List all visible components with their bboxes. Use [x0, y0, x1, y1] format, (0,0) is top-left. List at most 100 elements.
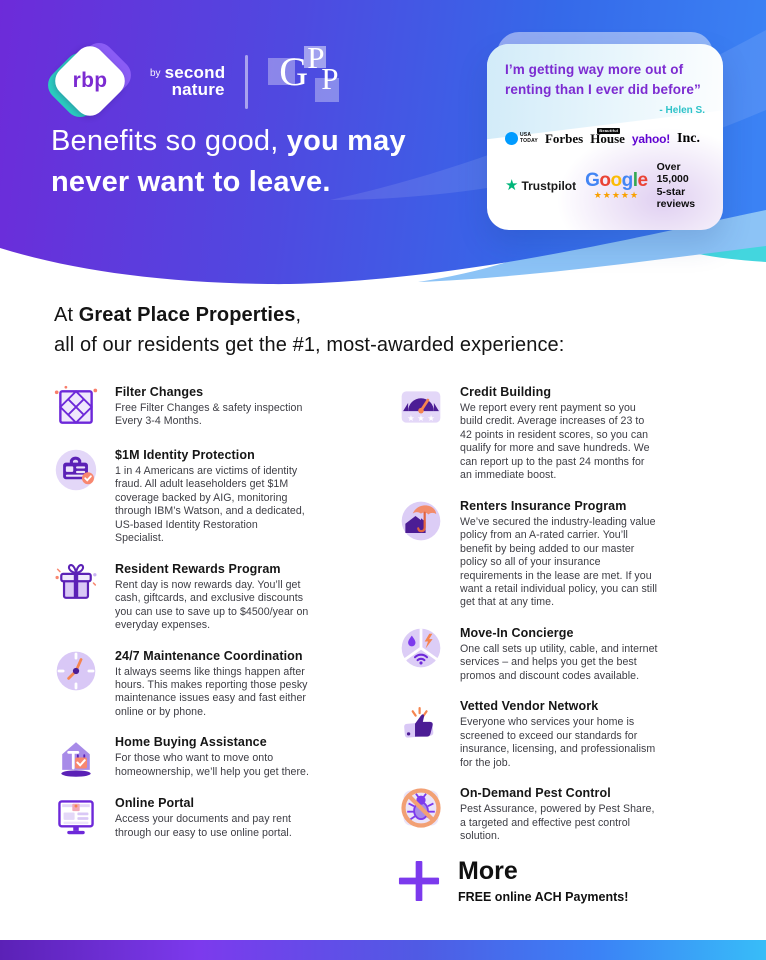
- google-letter: g: [621, 170, 634, 192]
- benefit-item-online-portal: Online Portal Access your documents and …: [53, 795, 363, 841]
- id-badge-icon: [53, 447, 99, 493]
- benefit-item-vendor-network: Vetted Vendor Network Everyone who servi…: [398, 698, 723, 770]
- inc-logo: Inc.: [677, 130, 700, 146]
- gift-icon: [53, 561, 99, 607]
- usa-today-circle-icon: [505, 132, 518, 145]
- google-letter: o: [599, 170, 611, 192]
- benefit-item-identity-protection: $1M Identity Protection 1 in 4 Americans…: [53, 447, 363, 546]
- testimonial-card: I’m getting way more out of renting than…: [487, 44, 723, 230]
- intro-heading: At Great Place Properties, all of our re…: [54, 300, 564, 360]
- gpp-logo: G P P: [268, 40, 352, 120]
- google-letter: l: [632, 170, 638, 192]
- benefit-description: Free Filter Changes & safety inspection …: [115, 402, 303, 428]
- intro-brand-name: Great Place Properties: [78, 304, 296, 326]
- benefit-title: On-Demand Pest Control: [460, 786, 611, 801]
- quote-line1: I’m getting way more out of: [505, 62, 684, 77]
- brand-word-nature: nature: [171, 80, 225, 99]
- google-letter: e: [637, 170, 649, 192]
- intro-comma: ,: [295, 304, 302, 326]
- rbp-logo-text: rbp: [72, 69, 108, 92]
- testimonial-attribution: - Helen S.: [659, 104, 705, 116]
- second-nature-wordmark: by second nature: [150, 63, 226, 99]
- gpp-square: [304, 46, 327, 68]
- google-letter: o: [610, 170, 623, 192]
- quote-line2: renting than I ever did before”: [505, 82, 701, 98]
- house-beautiful-text: House: [590, 130, 625, 146]
- more-benefits-section: More FREE online ACH Payments!: [398, 857, 723, 904]
- gauge-icon: ★ ★ ★: [398, 384, 444, 430]
- benefit-item-home-buying: Home Buying Assistance For those who wan…: [53, 734, 363, 780]
- usa-today-line1: USA: [520, 132, 532, 138]
- usa-today-line2: TODAY: [520, 137, 538, 144]
- benefit-title: Online Portal: [115, 796, 195, 811]
- intro-line2: all of our residents get the #1, most-aw…: [54, 334, 565, 356]
- thumbs-up-icon: [398, 698, 444, 744]
- google-stars: ★★★★★: [593, 190, 640, 201]
- clock-icon: [53, 648, 99, 694]
- yahoo-logo: yahoo!: [631, 131, 671, 146]
- by-label: by: [150, 68, 161, 80]
- utilities-icon: [398, 625, 444, 671]
- umbrella-icon: [398, 498, 444, 544]
- benefit-description: We’ve secured the industry-leading value…: [460, 515, 658, 609]
- benefit-item-pest-control: On-Demand Pest Control Pest Assurance, p…: [398, 785, 723, 843]
- benefit-description: We report every rent payment so you buil…: [460, 402, 650, 482]
- benefit-description: For those who want to move onto homeowne…: [115, 752, 309, 778]
- benefit-title: Renters Insurance Program: [460, 498, 627, 513]
- benefit-item-renters-insurance: Renters Insurance Program We’ve secured …: [398, 498, 723, 610]
- benefit-title: Move-In Concierge: [460, 625, 574, 640]
- benefit-description: One call sets up utility, cable, and int…: [460, 642, 658, 682]
- headline-regular: Benefits so good,: [51, 125, 287, 157]
- headline-bold-inline: you may: [286, 125, 406, 157]
- house-beautiful-logo: Beautiful House: [590, 127, 625, 147]
- gpp-letter-p1: P: [307, 40, 325, 75]
- trustpilot-star-icon: ★: [505, 177, 519, 195]
- intro-prefix: At: [54, 304, 79, 326]
- press-logos-row: USA TODAY Forbes Beautiful House yahoo! …: [505, 127, 707, 147]
- house-beautiful-tag: Beautiful: [597, 127, 621, 134]
- benefit-description: Everyone who services your home is scree…: [460, 716, 656, 769]
- logo-divider: [245, 55, 249, 109]
- gpp-letter-g: G: [279, 49, 309, 94]
- plus-icon: [398, 860, 440, 902]
- forbes-logo: Forbes: [544, 130, 584, 146]
- house-icon: [53, 734, 99, 780]
- benefit-title: Credit Building: [460, 385, 552, 399]
- benefits-column-left: Filter Changes Free Filter Changes & saf…: [53, 384, 363, 856]
- svg-text:★ ★ ★: ★ ★ ★: [407, 413, 435, 423]
- benefit-item-move-in-concierge: Move-In Concierge One call sets up utili…: [398, 625, 723, 683]
- filter-icon: [53, 384, 99, 430]
- review-count-line2: 5-star reviews: [656, 185, 696, 211]
- trustpilot-logo: ★ Trustpilot: [505, 178, 576, 193]
- monitor-icon: [53, 795, 99, 841]
- benefits-column-right: ★ ★ ★ Credit Building We report every re…: [398, 384, 723, 904]
- usa-today-text: USA TODAY: [520, 132, 538, 144]
- benefit-description: Rent day is now rewards day. You’ll get …: [115, 578, 309, 632]
- pest-icon: [398, 785, 444, 831]
- benefit-description: 1 in 4 Americans are victims of identity…: [115, 465, 305, 545]
- benefit-item-rewards: Resident Rewards Program Rent day is now…: [53, 561, 363, 633]
- benefit-item-filter-changes: Filter Changes Free Filter Changes & saf…: [53, 384, 363, 430]
- more-title: More: [458, 857, 518, 886]
- benefit-item-maintenance: 24/7 Maintenance Coordination It always …: [53, 648, 363, 720]
- footer-gradient-bar: [0, 940, 766, 960]
- review-count-line1: Over 15,000: [656, 160, 689, 186]
- benefit-title: 24/7 Maintenance Coordination: [115, 648, 303, 663]
- benefit-item-credit-building: ★ ★ ★ Credit Building We report every re…: [398, 384, 723, 483]
- hero-headline: Benefits so good, you may never want to …: [51, 121, 406, 203]
- benefit-description: Pest Assurance, powered by Pest Share, a…: [460, 803, 655, 842]
- benefit-title: Filter Changes: [115, 385, 204, 399]
- google-letter: G: [585, 170, 600, 192]
- more-description: FREE online ACH Payments!: [458, 889, 629, 904]
- brand-word-second: second: [164, 63, 226, 83]
- benefit-description: Access your documents and pay rent throu…: [115, 813, 292, 839]
- gpp-square: [315, 78, 340, 102]
- benefit-title: $1M Identity Protection: [115, 448, 255, 462]
- benefit-description: It always seems like things happen after…: [115, 665, 308, 718]
- gpp-square: [268, 58, 296, 85]
- testimonial-quote: I’m getting way more out of renting than…: [505, 60, 707, 101]
- benefit-title: Vetted Vendor Network: [460, 699, 599, 714]
- logo-row: rbp by second nature G P P: [41, 36, 352, 124]
- usa-today-logo: USA TODAY: [505, 132, 538, 145]
